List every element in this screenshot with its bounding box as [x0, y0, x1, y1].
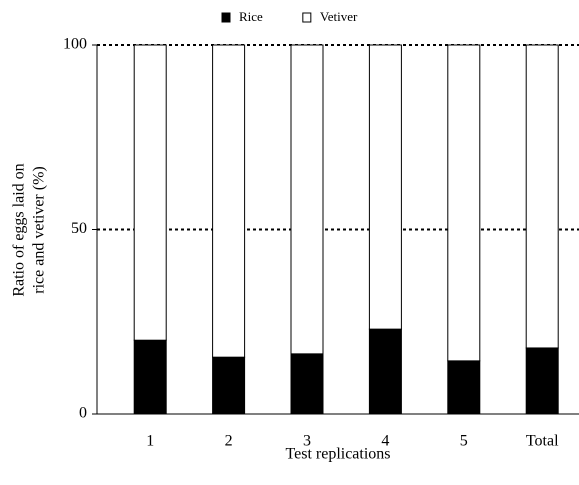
x-tick-label: 2: [225, 433, 233, 450]
x-tick-label: 1: [146, 433, 154, 450]
bar-segment: [290, 44, 324, 355]
x-tick-label: 3: [303, 433, 311, 450]
bar-segment: [290, 353, 324, 415]
x-axis-label: Test replications: [285, 446, 390, 463]
legend: Rice Vetiver: [221, 9, 358, 24]
bar-segment: [212, 44, 246, 358]
legend-label: Rice: [239, 9, 263, 24]
y-axis-label: Ratio of eggs laid on: [11, 163, 28, 296]
bar-segment: [212, 356, 246, 415]
legend-swatch: [302, 12, 312, 23]
y-axis-label: rice and vetiver (%): [31, 166, 48, 293]
bar-segment: [447, 360, 481, 415]
x-tick-label: 5: [460, 433, 468, 450]
bar-segment: [447, 44, 481, 362]
bar-segment: [133, 339, 167, 415]
y-tick-label: 50: [71, 220, 87, 237]
bar-segment: [133, 44, 167, 341]
x-tick-label: Total: [526, 433, 559, 450]
y-tick-label: 100: [63, 36, 87, 53]
x-tick-label: 4: [381, 433, 389, 450]
bar-segment: [368, 328, 402, 415]
bar-segment: [525, 347, 559, 415]
bar-segment: [368, 44, 402, 330]
legend-swatch: [221, 12, 231, 23]
legend-label: Vetiver: [320, 9, 358, 24]
bar-segment: [525, 44, 559, 349]
y-tick-label: 0: [79, 405, 87, 422]
